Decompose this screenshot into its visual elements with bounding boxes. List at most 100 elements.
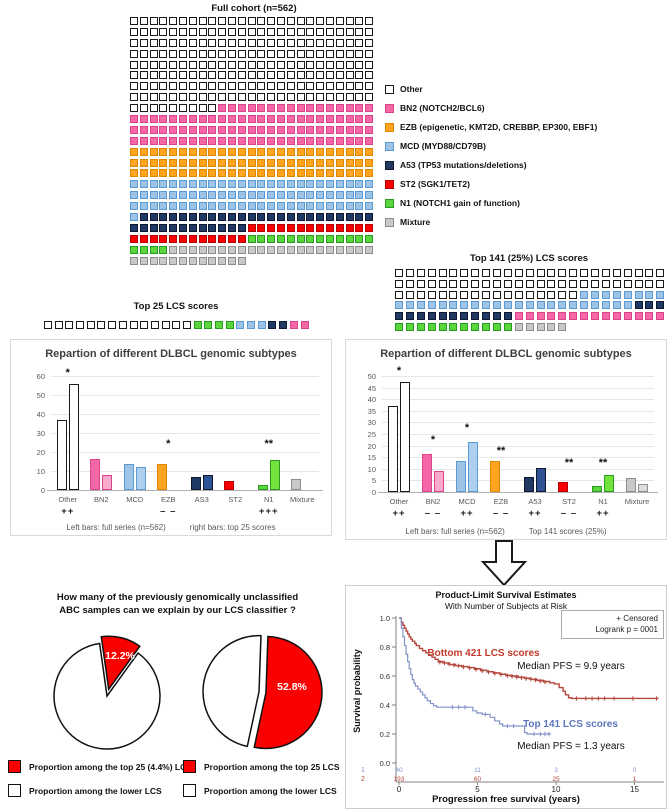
km-at-risk-value: 40 [395, 767, 403, 774]
waffle-square-ezb [325, 147, 334, 156]
waffle-square-ezb [267, 158, 276, 167]
waffle-square-n1 [335, 234, 344, 243]
pie-legend-item: Proportion among the lower LCS [183, 784, 340, 797]
waffle-square-mcd [188, 202, 197, 211]
km-at-risk-value: 193 [393, 776, 405, 783]
waffle-square-a53 [247, 213, 256, 222]
waffle-square-bn2 [267, 115, 276, 124]
legend-swatch-st2 [385, 179, 394, 189]
pie-svg [53, 635, 161, 750]
waffle-square-ezb [355, 147, 364, 156]
waffle-square-n1 [316, 234, 325, 243]
legend-label: Other [400, 84, 423, 94]
waffle-square-ezb [365, 158, 374, 167]
waffle-square-bn2 [139, 115, 148, 124]
waffle-square-mcd [218, 202, 227, 211]
waffle-square-n1 [427, 322, 436, 331]
waffle-square-other [558, 279, 567, 288]
waffle-square-other [286, 82, 295, 91]
y-axis-tick-label: 5 [371, 476, 376, 486]
waffle-square-mcd [208, 191, 217, 200]
waffle-square-st2 [149, 234, 158, 243]
waffle-square-mixture [188, 256, 197, 265]
waffle-square-other [257, 60, 266, 69]
waffle-square-mixture [198, 256, 207, 265]
bar-top-as3 [202, 474, 213, 490]
waffle-square-bn2 [237, 125, 246, 134]
waffle-square-other [178, 71, 187, 80]
bar-top-n1 [269, 459, 280, 490]
x-axis-line [47, 490, 323, 491]
waffle-square-n1 [276, 234, 285, 243]
significance-stars: * [65, 366, 70, 379]
waffle-square-other [139, 82, 148, 91]
waffle-square-other [345, 17, 354, 25]
waffle-square-mcd [178, 180, 187, 189]
waffle-square-n1 [296, 234, 305, 243]
waffle-square-other [198, 27, 207, 36]
y-axis-tick-label: 0 [371, 488, 376, 497]
waffle-square-other [325, 49, 334, 58]
waffle-square-mcd [296, 180, 305, 189]
waffle-square-other [182, 321, 191, 329]
waffle-square-bn2 [345, 125, 354, 134]
waffle-square-other [286, 60, 295, 69]
km-median-top141: Median PFS = 1.3 years [517, 741, 625, 752]
waffle-square-other [355, 71, 364, 80]
waffle-square-other [169, 60, 178, 69]
x-category-label: MCD [458, 497, 476, 506]
waffle-square-other [188, 71, 197, 80]
legend-item-st2: ST2 (SGK1/TET2) [385, 179, 597, 189]
x-category-label: MCD [126, 495, 144, 504]
waffle-square-other [227, 60, 236, 69]
waffle-square-other [276, 49, 285, 58]
y-axis-tick-label: 50 [36, 391, 45, 400]
waffle-square-bn2 [267, 136, 276, 145]
waffle-square-mixture [335, 245, 344, 254]
km-at-risk-value: 60 [473, 776, 482, 783]
waffle-square-other [218, 60, 227, 69]
waffle-square-mcd [139, 180, 148, 189]
waffle-square-a53 [460, 312, 469, 321]
waffle-square-bn2 [525, 312, 534, 321]
waffle-square-st2 [365, 223, 374, 232]
waffle-square-other [503, 290, 512, 299]
waffle-square-other [188, 27, 197, 36]
waffle-square-mixture [188, 245, 197, 254]
x-category-mark: ++ [596, 508, 610, 519]
waffle-square-mcd [493, 301, 502, 310]
waffle-square-other [335, 60, 344, 69]
waffle-square-mixture [218, 256, 227, 265]
waffle-square-mixture [159, 256, 168, 265]
km-y-tick-label: 1.0 [379, 614, 390, 623]
waffle-square-bn2 [237, 104, 246, 113]
waffle-square-other [267, 82, 276, 91]
waffle-square-mcd [130, 191, 138, 200]
waffle-square-ezb [316, 158, 325, 167]
waffle-square-bn2 [257, 104, 266, 113]
question-line1: How many of the previously genomically u… [56, 592, 299, 603]
waffle-square-bn2 [656, 312, 665, 321]
waffle-square-mcd [159, 191, 168, 200]
gridline [51, 395, 319, 396]
waffle-square-other [218, 27, 227, 36]
significance-stars: ** [496, 444, 506, 457]
waffle-square-other [471, 279, 480, 288]
y-axis-tick-label: 50 [367, 372, 376, 381]
waffle-square-other [405, 269, 414, 277]
waffle-square-mcd [325, 202, 334, 211]
waffle-square-other [286, 38, 295, 47]
waffle-square-a53 [159, 223, 168, 232]
pie-svg [202, 634, 323, 750]
waffle-square-a53 [188, 213, 197, 222]
waffle-square-ezb [188, 147, 197, 156]
waffle-square-other [276, 93, 285, 102]
waffle-square-other [208, 38, 217, 47]
waffle-square-other [525, 290, 534, 299]
waffle-square-bn2 [355, 125, 364, 134]
bar-full-bn2 [90, 458, 101, 490]
waffle-square-bn2 [178, 136, 187, 145]
waffle-square-bn2 [159, 136, 168, 145]
waffle-square-mixture [558, 322, 567, 331]
waffle-square-bn2 [218, 136, 227, 145]
